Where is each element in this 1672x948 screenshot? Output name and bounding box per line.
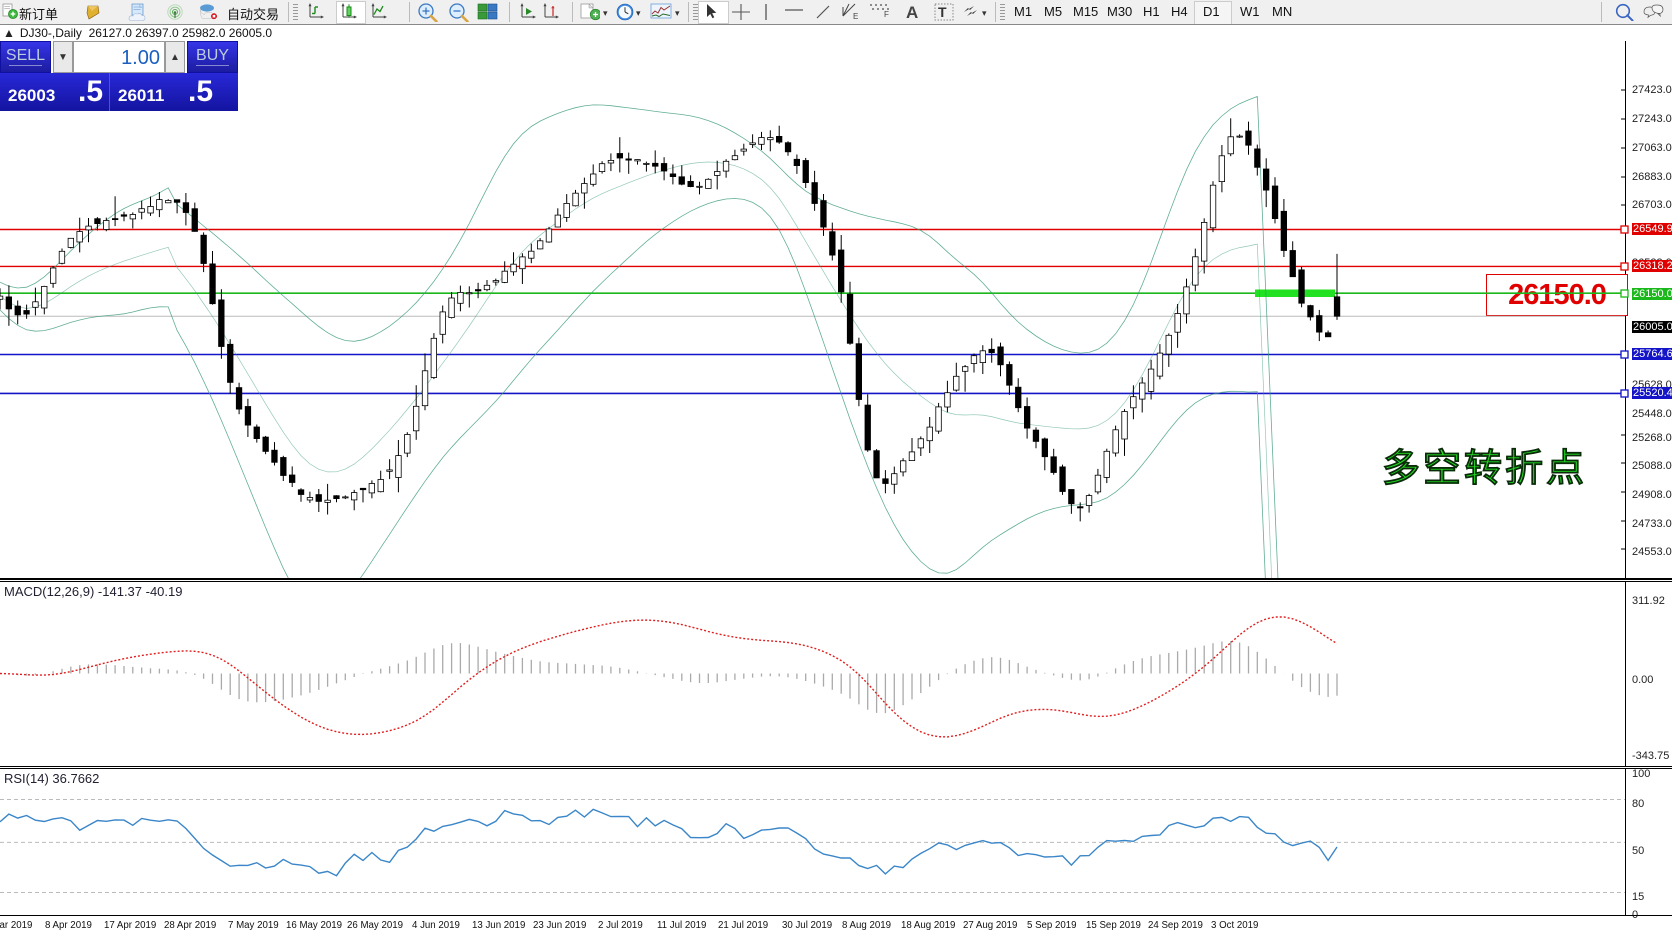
svg-text:多空转折点: 多空转折点 [1382,448,1587,490]
svg-text:F: F [884,10,889,18]
svg-text:T: T [938,4,947,20]
svg-text:E: E [853,12,858,21]
